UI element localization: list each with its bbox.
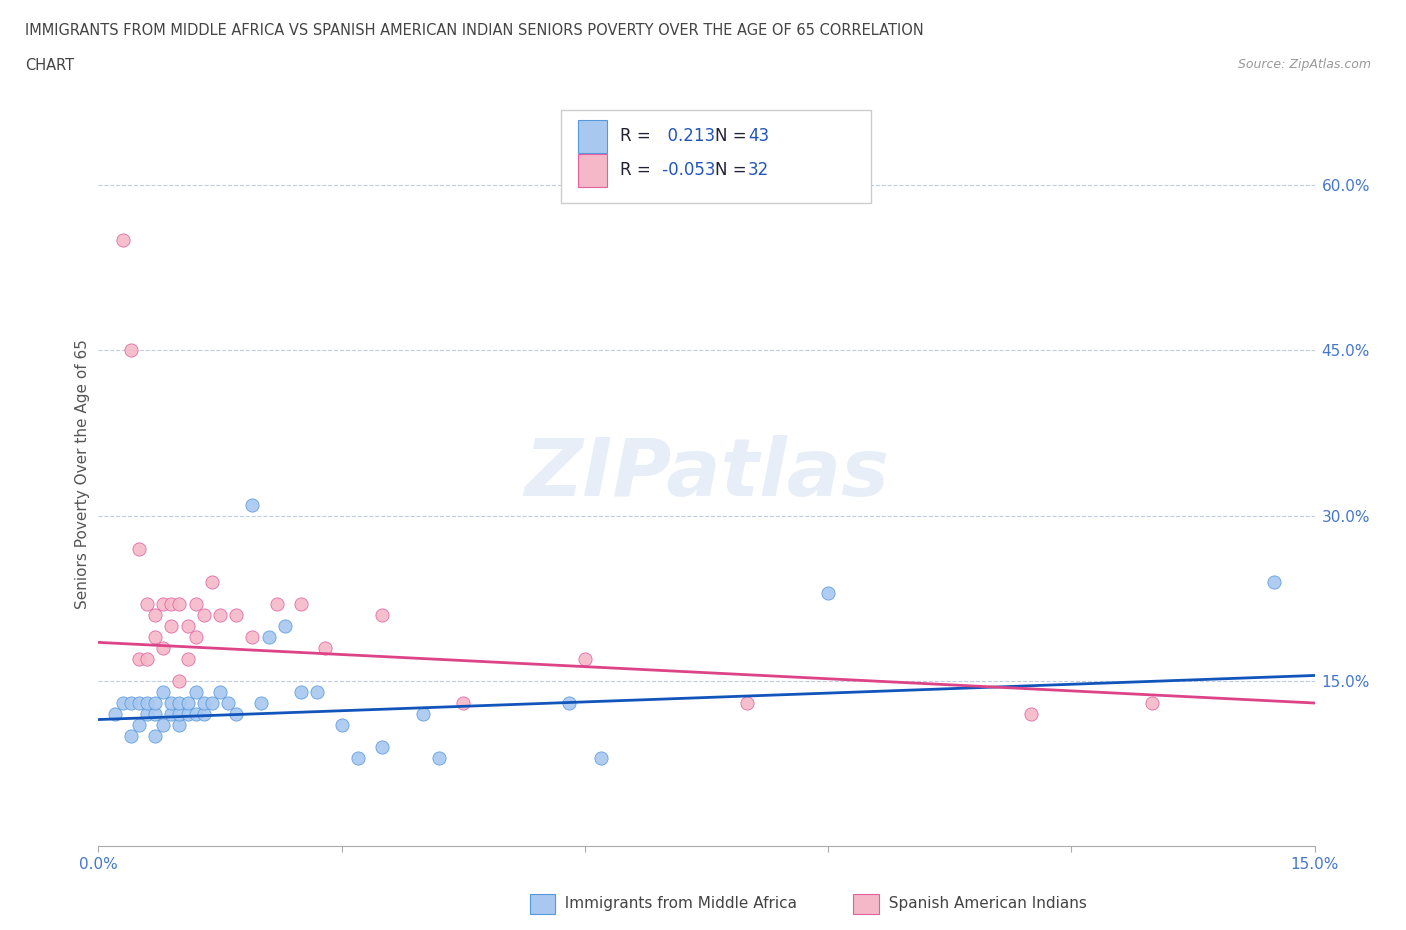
Text: N =: N = bbox=[716, 126, 747, 145]
Point bbox=[152, 596, 174, 611]
Point bbox=[735, 696, 758, 711]
Point bbox=[169, 718, 191, 733]
Point bbox=[160, 596, 183, 611]
Point bbox=[242, 498, 264, 512]
Point bbox=[193, 607, 215, 622]
Text: IMMIGRANTS FROM MIDDLE AFRICA VS SPANISH AMERICAN INDIAN SENIORS POVERTY OVER TH: IMMIGRANTS FROM MIDDLE AFRICA VS SPANISH… bbox=[25, 23, 924, 38]
Text: 32: 32 bbox=[748, 161, 769, 179]
Point bbox=[136, 596, 159, 611]
Point bbox=[217, 696, 239, 711]
Point bbox=[249, 696, 271, 711]
Point bbox=[225, 607, 247, 622]
Point bbox=[128, 652, 150, 667]
Text: 0.213: 0.213 bbox=[657, 126, 714, 145]
Point bbox=[120, 343, 142, 358]
Point bbox=[169, 673, 191, 688]
Point bbox=[209, 684, 232, 699]
Point bbox=[169, 696, 191, 711]
Point bbox=[330, 718, 353, 733]
Point bbox=[152, 718, 174, 733]
Text: 43: 43 bbox=[748, 126, 769, 145]
Point bbox=[169, 596, 191, 611]
Point bbox=[242, 630, 264, 644]
FancyBboxPatch shape bbox=[578, 154, 607, 187]
Point bbox=[128, 718, 150, 733]
Point bbox=[193, 707, 215, 722]
Point bbox=[184, 596, 207, 611]
Point bbox=[120, 728, 142, 743]
Point bbox=[136, 707, 159, 722]
Point bbox=[160, 696, 183, 711]
Point bbox=[176, 618, 198, 633]
Point bbox=[184, 707, 207, 722]
Point bbox=[169, 707, 191, 722]
Point bbox=[176, 652, 198, 667]
Point bbox=[152, 684, 174, 699]
Point bbox=[225, 707, 247, 722]
Point bbox=[184, 684, 207, 699]
Point bbox=[104, 707, 127, 722]
Point bbox=[143, 707, 166, 722]
Point bbox=[453, 696, 475, 711]
Point bbox=[574, 652, 596, 667]
Point bbox=[257, 630, 280, 644]
Point bbox=[160, 618, 183, 633]
Point bbox=[274, 618, 297, 633]
Point bbox=[136, 696, 159, 711]
Text: Source: ZipAtlas.com: Source: ZipAtlas.com bbox=[1237, 58, 1371, 71]
Text: R =: R = bbox=[620, 126, 651, 145]
Point bbox=[184, 630, 207, 644]
Text: N =: N = bbox=[716, 161, 747, 179]
Point bbox=[290, 596, 312, 611]
Point bbox=[201, 696, 224, 711]
Point bbox=[143, 728, 166, 743]
Point bbox=[427, 751, 450, 765]
Point bbox=[111, 696, 134, 711]
Point bbox=[371, 607, 394, 622]
FancyBboxPatch shape bbox=[561, 110, 870, 203]
FancyBboxPatch shape bbox=[578, 120, 607, 153]
Point bbox=[193, 696, 215, 711]
Point bbox=[176, 707, 198, 722]
Point bbox=[143, 607, 166, 622]
Point bbox=[209, 607, 232, 622]
Point bbox=[557, 696, 579, 711]
Point bbox=[160, 707, 183, 722]
Point bbox=[1142, 696, 1164, 711]
Point bbox=[111, 232, 134, 247]
Point bbox=[152, 641, 174, 656]
Point bbox=[817, 585, 839, 600]
Point bbox=[1263, 575, 1285, 590]
Point bbox=[290, 684, 312, 699]
Point bbox=[143, 630, 166, 644]
Point bbox=[347, 751, 370, 765]
Text: CHART: CHART bbox=[25, 58, 75, 73]
Point bbox=[1019, 707, 1042, 722]
Point bbox=[143, 696, 166, 711]
Point bbox=[591, 751, 613, 765]
Point bbox=[307, 684, 329, 699]
Text: R =: R = bbox=[620, 161, 651, 179]
Point bbox=[136, 652, 159, 667]
Point bbox=[412, 707, 434, 722]
Point bbox=[371, 739, 394, 754]
Point bbox=[176, 696, 198, 711]
Text: ZIPatlas: ZIPatlas bbox=[524, 435, 889, 513]
Point bbox=[128, 696, 150, 711]
Point bbox=[120, 696, 142, 711]
Text: Spanish American Indians: Spanish American Indians bbox=[879, 897, 1087, 911]
Point bbox=[266, 596, 288, 611]
Point bbox=[201, 575, 224, 590]
Text: Immigrants from Middle Africa: Immigrants from Middle Africa bbox=[555, 897, 797, 911]
Point bbox=[314, 641, 336, 656]
Point bbox=[128, 541, 150, 556]
Y-axis label: Seniors Poverty Over the Age of 65: Seniors Poverty Over the Age of 65 bbox=[75, 339, 90, 609]
Text: -0.053: -0.053 bbox=[657, 161, 716, 179]
